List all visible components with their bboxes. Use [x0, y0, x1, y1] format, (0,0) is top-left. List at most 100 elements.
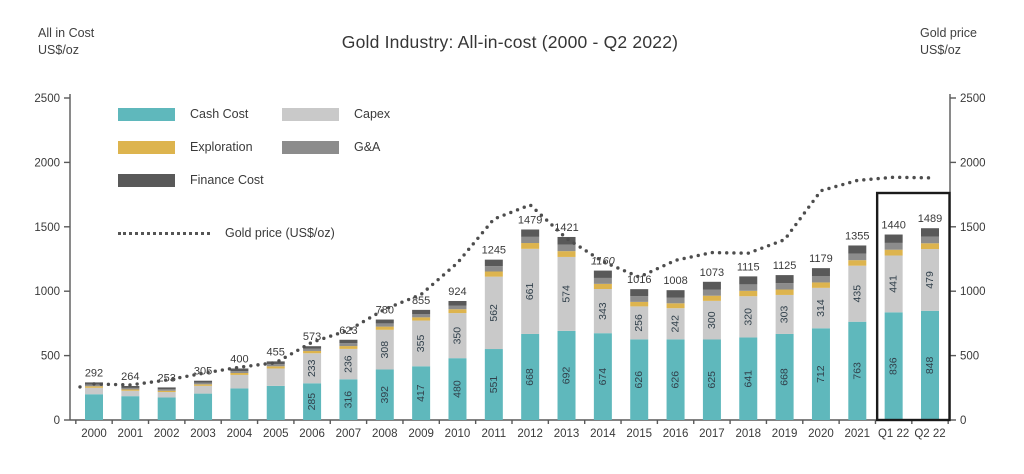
- bar-2016: 626 242 1008 2016: [663, 275, 689, 440]
- svg-text:236: 236: [342, 355, 354, 373]
- svg-text:2020: 2020: [808, 428, 834, 440]
- svg-text:233: 233: [306, 359, 318, 377]
- svg-text:320: 320: [742, 308, 754, 326]
- svg-text:668: 668: [524, 368, 536, 386]
- svg-text:1016: 1016: [627, 274, 651, 286]
- legend-dotted-line-sample: [118, 231, 210, 235]
- svg-text:417: 417: [415, 384, 427, 402]
- svg-text:308: 308: [379, 341, 391, 359]
- legend-label-finance-cost: Finance Cost: [190, 173, 264, 187]
- legend-label-capex: Capex: [354, 107, 391, 121]
- svg-text:1500: 1500: [960, 222, 986, 234]
- svg-text:350: 350: [451, 327, 463, 345]
- svg-text:292: 292: [85, 367, 103, 379]
- svg-text:1125: 1125: [773, 260, 797, 272]
- bar-2017: 625 300 1073 2017: [699, 267, 725, 440]
- svg-text:2011: 2011: [481, 428, 506, 440]
- svg-text:264: 264: [121, 371, 139, 383]
- gold-price-line: [78, 175, 931, 389]
- svg-text:2018: 2018: [735, 428, 761, 440]
- svg-text:2019: 2019: [772, 428, 798, 440]
- y-axis-left: [64, 94, 71, 421]
- legend-item-finance-cost: Finance Cost: [118, 173, 264, 187]
- chart-title: Gold Industry: All-in-cost (2000 - Q2 20…: [341, 32, 679, 52]
- bar-2015: 626 256 1016 2015: [626, 274, 652, 440]
- svg-text:314: 314: [815, 299, 827, 317]
- left-axis-title-line2: US$/oz: [38, 43, 79, 57]
- svg-text:2007: 2007: [336, 428, 362, 440]
- svg-text:848: 848: [924, 356, 936, 374]
- bar-2013: 692 574 1421 2013: [554, 222, 580, 440]
- svg-text:316: 316: [342, 391, 354, 409]
- bar-Q2 22: 848 479 1489 Q2 22: [914, 213, 945, 440]
- svg-text:479: 479: [924, 271, 936, 289]
- svg-text:674: 674: [597, 368, 609, 386]
- svg-text:2001: 2001: [118, 428, 144, 440]
- svg-text:661: 661: [524, 282, 536, 300]
- y-axis-right: [949, 94, 956, 421]
- svg-text:300: 300: [706, 311, 718, 329]
- svg-text:303: 303: [779, 306, 791, 324]
- svg-text:2009: 2009: [408, 428, 434, 440]
- svg-text:780: 780: [376, 305, 394, 317]
- bar-2010: 480 350 924 2010: [445, 286, 471, 440]
- legend-swatch-capex: [282, 107, 339, 121]
- legend-item-ga: G&A: [282, 140, 380, 154]
- y-axis-right-tick-labels: 0 500 1000 1500 2000 2500: [960, 93, 986, 427]
- legend-item-gold-price-line: Gold price (US$/oz): [118, 226, 335, 240]
- svg-text:2000: 2000: [81, 428, 107, 440]
- svg-text:836: 836: [888, 357, 900, 375]
- svg-text:2014: 2014: [590, 428, 616, 440]
- legend-item-capex: Capex: [282, 107, 390, 121]
- svg-text:Q2 22: Q2 22: [914, 428, 945, 440]
- svg-text:435: 435: [851, 285, 863, 303]
- legend-item-cash-cost: Cash Cost: [118, 107, 248, 121]
- legend-label-gold-price: Gold price (US$/oz): [225, 226, 335, 240]
- svg-text:2016: 2016: [663, 428, 689, 440]
- legend-swatch-exploration: [118, 140, 175, 154]
- svg-text:343: 343: [597, 302, 609, 320]
- bar-2002: 253 2002: [154, 372, 180, 440]
- svg-text:1421: 1421: [554, 222, 578, 234]
- svg-text:2021: 2021: [845, 428, 871, 440]
- svg-text:1179: 1179: [809, 253, 833, 265]
- bars-group: 292 2000 264 2001 253 2002 305 2003 400 2004 455 20…: [81, 213, 945, 440]
- svg-text:2000: 2000: [34, 157, 60, 169]
- bar-2019: 668 303 1125 2019: [772, 260, 798, 440]
- bar-2006: 285 233 573 2006: [299, 331, 325, 440]
- svg-text:626: 626: [633, 371, 645, 389]
- svg-text:2010: 2010: [445, 428, 471, 440]
- svg-text:1479: 1479: [518, 215, 542, 227]
- svg-text:0: 0: [960, 415, 966, 427]
- svg-text:305: 305: [194, 366, 212, 378]
- svg-text:2015: 2015: [626, 428, 652, 440]
- bar-2011: 551 562 1245 2011: [481, 245, 506, 440]
- svg-text:2000: 2000: [960, 157, 986, 169]
- legend-item-exploration: Exploration: [118, 140, 253, 154]
- svg-text:2003: 2003: [190, 428, 216, 440]
- svg-text:Q1 22: Q1 22: [878, 428, 909, 440]
- svg-text:623: 623: [339, 325, 357, 337]
- svg-text:1115: 1115: [737, 261, 760, 273]
- svg-text:242: 242: [670, 315, 682, 333]
- legend-swatch-finance-cost: [118, 173, 175, 187]
- highlight-box-q1-q2-2022: [875, 191, 951, 422]
- svg-text:1000: 1000: [960, 286, 986, 298]
- svg-text:355: 355: [415, 335, 427, 353]
- right-axis-title: Gold price US$/oz: [920, 25, 977, 59]
- svg-text:712: 712: [815, 365, 827, 383]
- svg-text:2500: 2500: [960, 93, 986, 105]
- svg-text:500: 500: [41, 351, 60, 363]
- svg-text:392: 392: [379, 386, 391, 404]
- legend-label-cash-cost: Cash Cost: [190, 107, 249, 121]
- svg-text:2012: 2012: [517, 428, 543, 440]
- svg-text:2006: 2006: [299, 428, 325, 440]
- svg-text:400: 400: [230, 353, 248, 365]
- svg-text:641: 641: [742, 370, 754, 388]
- svg-text:1000: 1000: [34, 286, 60, 298]
- svg-text:285: 285: [306, 393, 318, 411]
- svg-text:625: 625: [706, 371, 718, 389]
